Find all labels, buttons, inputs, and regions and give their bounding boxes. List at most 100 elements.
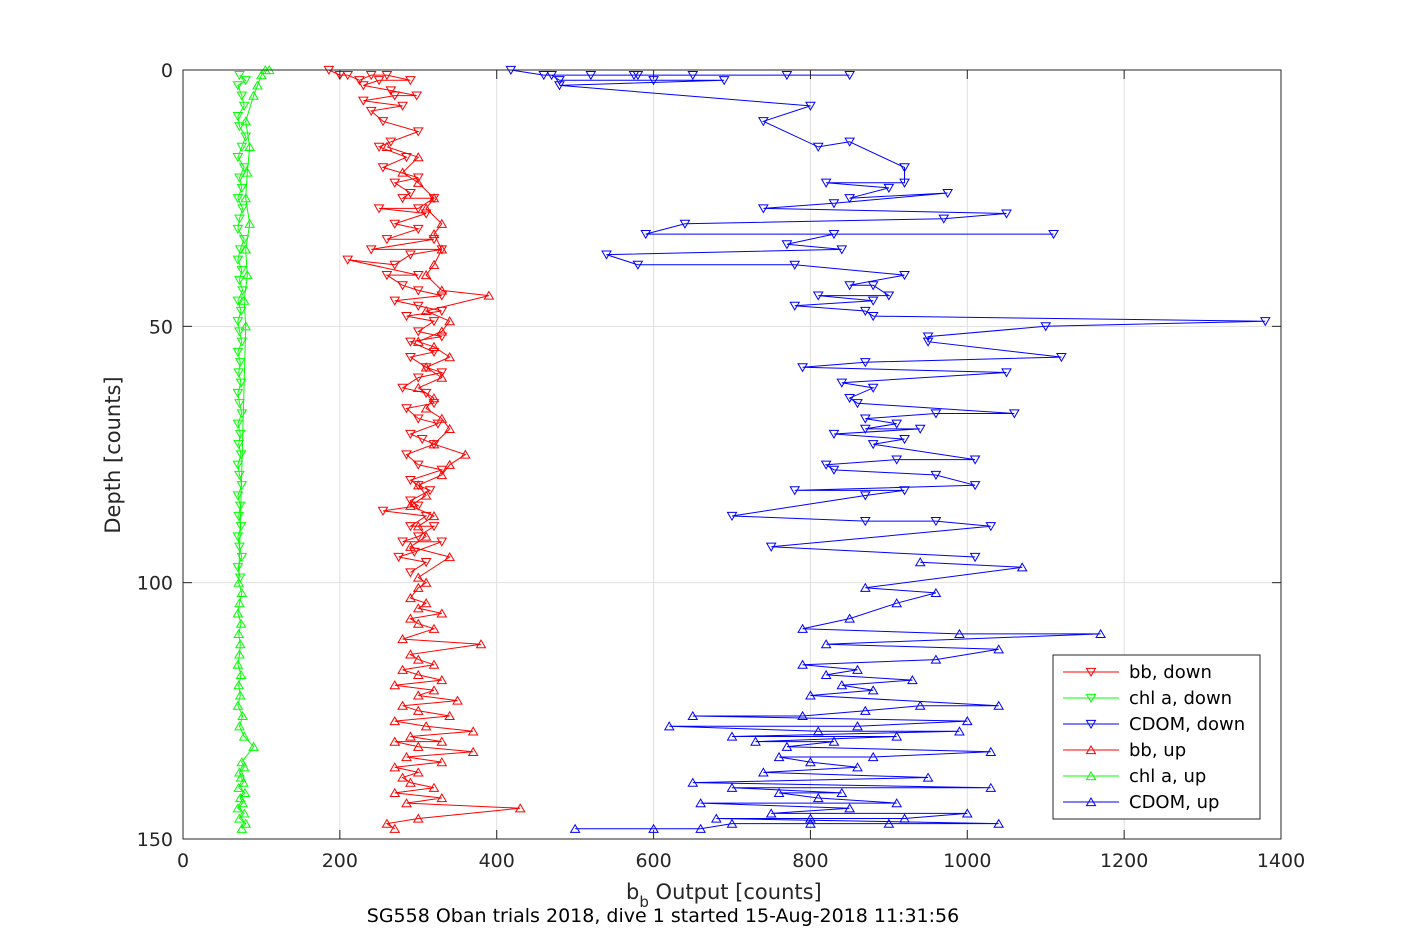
data-point <box>234 813 245 823</box>
data-point <box>993 818 1005 828</box>
data-point <box>405 613 416 623</box>
y-axis-label: Depth [counts] <box>101 376 125 533</box>
data-point <box>389 178 401 188</box>
data-point <box>993 700 1005 710</box>
data-point <box>236 757 248 767</box>
data-point <box>969 455 981 465</box>
data-point <box>899 163 910 173</box>
data-point <box>233 440 245 450</box>
data-point <box>244 141 256 151</box>
data-point <box>240 818 252 828</box>
data-point <box>828 199 840 209</box>
data-point <box>436 608 448 618</box>
plot-frame <box>182 69 1282 840</box>
data-point <box>405 250 416 260</box>
data-point <box>907 675 918 685</box>
data-point <box>397 772 408 782</box>
data-point <box>852 664 863 674</box>
data-point <box>812 291 824 301</box>
data-point <box>922 337 934 347</box>
data-point <box>585 71 597 81</box>
data-point <box>234 276 245 286</box>
legend-label: bb, down <box>1129 662 1212 683</box>
data-point <box>891 419 903 429</box>
data-point <box>765 808 777 818</box>
data-point <box>401 798 412 808</box>
data-point <box>424 486 436 496</box>
data-point <box>412 336 424 346</box>
legend-swatch-marker <box>1085 796 1097 807</box>
data-point <box>428 393 440 403</box>
data-point <box>687 710 699 721</box>
data-point <box>444 316 456 326</box>
series-cdom-down <box>505 65 1271 563</box>
data-point <box>236 183 248 193</box>
data-point <box>789 260 801 270</box>
data-point <box>914 557 926 567</box>
data-point <box>985 746 997 756</box>
data-point <box>412 382 424 392</box>
data-point <box>640 229 652 240</box>
data-point <box>922 772 934 782</box>
data-point <box>412 582 424 592</box>
data-point <box>381 235 393 245</box>
data-point <box>397 101 408 111</box>
data-point <box>891 598 903 608</box>
data-point <box>412 532 424 542</box>
legend-swatch-marker <box>1085 744 1097 755</box>
data-point <box>389 823 401 833</box>
data-point <box>234 122 245 132</box>
data-point <box>232 388 244 399</box>
data-point <box>412 373 424 383</box>
data-point <box>240 193 252 203</box>
data-point <box>452 695 463 705</box>
data-point <box>844 71 856 81</box>
data-point <box>969 552 981 563</box>
series-chl-a-down <box>232 71 252 583</box>
data-point <box>234 173 245 183</box>
legend-swatch-marker <box>1085 667 1097 678</box>
data-point <box>416 435 428 445</box>
data-point <box>718 76 730 86</box>
data-point <box>914 424 926 434</box>
data-point <box>514 803 526 813</box>
data-point <box>365 106 377 117</box>
data-point <box>899 178 910 188</box>
data-point <box>405 568 416 578</box>
data-point <box>797 623 808 633</box>
data-point <box>412 460 424 470</box>
data-point <box>844 613 856 623</box>
data-point <box>397 634 408 644</box>
legend-label: CDOM, down <box>1129 714 1245 735</box>
data-point <box>1008 409 1020 419</box>
data-point <box>797 363 808 373</box>
data-point <box>436 757 448 767</box>
data-point <box>232 296 244 306</box>
data-point <box>844 137 856 147</box>
data-point <box>232 153 244 163</box>
data-point <box>241 167 253 177</box>
data-point <box>412 618 424 628</box>
data-point <box>420 558 432 568</box>
data-point <box>867 296 879 306</box>
legend-label: chl a, down <box>1129 688 1232 709</box>
data-point <box>234 214 245 224</box>
data-point <box>820 178 832 188</box>
data-point <box>233 368 245 378</box>
data-point <box>412 501 424 511</box>
data-point <box>789 301 801 311</box>
data-point <box>985 782 997 792</box>
data-point <box>961 716 973 726</box>
data-point <box>248 741 259 751</box>
data-point <box>805 813 816 823</box>
data-point <box>234 639 246 649</box>
data-point <box>436 326 448 336</box>
data-point <box>244 218 256 228</box>
data-point <box>844 803 856 813</box>
data-point <box>389 762 401 772</box>
data-point <box>922 332 934 342</box>
data-point <box>444 423 456 433</box>
data-point <box>412 521 424 531</box>
data-point <box>805 757 816 767</box>
